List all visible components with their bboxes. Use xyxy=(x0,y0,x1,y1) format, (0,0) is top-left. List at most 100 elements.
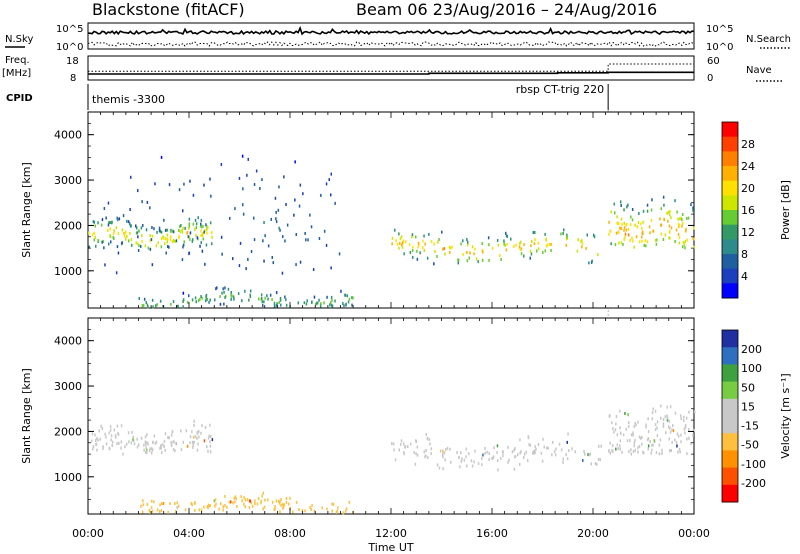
data-point xyxy=(223,290,225,294)
data-point xyxy=(583,449,585,453)
data-point xyxy=(309,213,311,217)
data-point xyxy=(115,435,117,439)
data-point xyxy=(617,221,620,225)
data-point xyxy=(117,231,120,235)
data-point xyxy=(104,263,106,267)
data-point xyxy=(262,304,264,308)
data-point xyxy=(574,450,576,454)
nsky-trace xyxy=(88,25,695,36)
data-point xyxy=(277,208,280,212)
data-point xyxy=(662,238,665,241)
data-point xyxy=(571,447,573,451)
data-point xyxy=(149,247,152,251)
data-point xyxy=(525,450,528,454)
data-point xyxy=(205,243,208,247)
data-point xyxy=(496,451,498,454)
data-point xyxy=(642,220,644,224)
data-point xyxy=(666,211,668,215)
data-point xyxy=(189,435,192,439)
data-point xyxy=(519,463,521,466)
data-point xyxy=(677,232,680,236)
data-point xyxy=(137,249,140,252)
data-point xyxy=(145,442,147,446)
data-point xyxy=(540,451,543,455)
data-point xyxy=(94,433,96,437)
data-point xyxy=(117,218,119,222)
data-point xyxy=(174,240,176,243)
data-point xyxy=(413,451,415,455)
data-point xyxy=(156,303,158,307)
data-point xyxy=(261,300,263,304)
data-point xyxy=(576,249,579,253)
data-point xyxy=(141,304,144,308)
nave-trace xyxy=(88,63,694,72)
data-point xyxy=(256,502,259,506)
nave-label: Nave xyxy=(746,65,772,76)
data-point xyxy=(151,509,154,513)
data-point xyxy=(620,204,622,207)
data-point xyxy=(466,251,468,254)
data-point xyxy=(448,245,451,249)
data-point xyxy=(203,439,206,443)
data-point xyxy=(219,302,222,306)
data-point xyxy=(180,429,182,433)
data-point xyxy=(677,434,680,438)
data-point xyxy=(162,502,165,505)
data-point xyxy=(690,203,692,207)
freq-traces xyxy=(88,63,694,75)
data-point xyxy=(151,499,153,503)
data-point xyxy=(235,497,237,501)
data-point xyxy=(262,507,264,511)
data-point xyxy=(160,509,163,513)
data-point xyxy=(690,442,692,446)
colorbar-tick: 200 xyxy=(741,343,762,356)
data-point xyxy=(682,245,684,249)
data-point xyxy=(168,436,170,440)
data-point xyxy=(392,442,395,446)
data-point xyxy=(560,232,562,236)
data-point xyxy=(120,440,123,444)
data-point xyxy=(663,203,665,207)
data-point xyxy=(403,452,405,456)
data-point xyxy=(630,452,632,456)
data-point xyxy=(441,230,443,234)
data-point xyxy=(270,217,272,221)
data-point xyxy=(169,502,171,505)
colorbar-tick: 28 xyxy=(741,138,755,151)
data-point xyxy=(637,221,640,224)
data-point xyxy=(200,295,202,298)
data-point xyxy=(616,215,618,219)
data-point xyxy=(663,218,665,221)
data-point xyxy=(125,237,127,241)
data-point xyxy=(439,449,442,453)
data-point xyxy=(337,506,339,510)
data-point xyxy=(110,434,113,438)
data-point xyxy=(130,238,133,241)
data-point xyxy=(415,452,417,456)
data-point xyxy=(263,505,266,509)
data-point xyxy=(466,259,469,263)
data-point xyxy=(285,500,288,504)
data-point xyxy=(138,443,140,447)
data-point xyxy=(664,415,667,419)
data-point xyxy=(395,239,397,243)
velocity-panel: 4000 3000 2000 1000 Slant Range [km] xyxy=(20,317,696,515)
data-point xyxy=(442,453,444,457)
data-point xyxy=(566,233,568,237)
data-point xyxy=(649,231,651,235)
data-point xyxy=(642,209,645,213)
data-point xyxy=(152,440,154,444)
data-point xyxy=(226,505,228,509)
data-point xyxy=(254,499,256,503)
data-point xyxy=(541,459,544,463)
data-point xyxy=(668,224,671,228)
data-point xyxy=(594,462,597,465)
data-point xyxy=(340,289,342,293)
data-point xyxy=(177,504,180,508)
data-point xyxy=(92,445,95,449)
data-point xyxy=(96,436,98,440)
data-point xyxy=(553,450,556,454)
colorbar-tick: -50 xyxy=(741,439,759,452)
data-point xyxy=(684,240,687,244)
velocity-colorbar-title: Velocity [m s⁻¹] xyxy=(779,373,792,458)
